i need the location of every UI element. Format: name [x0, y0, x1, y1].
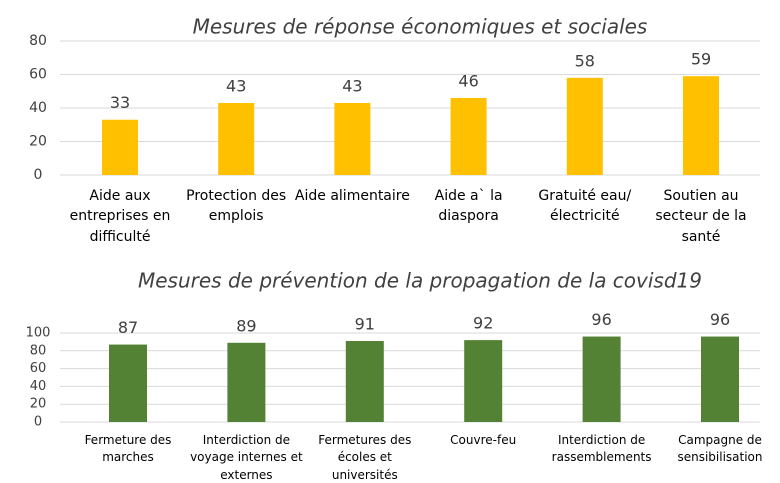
chart-title: Mesures de prévention de la propagation …	[138, 269, 702, 293]
y-tick-label: 40	[30, 379, 47, 394]
x-tick-label: Soutien au secteur de la santé	[655, 188, 747, 245]
y-tick-label: 80	[30, 343, 47, 358]
bar	[464, 340, 503, 422]
x-tick-label: Interdiction de voyage internes et exter…	[190, 433, 303, 482]
value-label: 59	[691, 50, 711, 69]
value-label: 46	[458, 71, 478, 90]
y-tick-label: 80	[29, 33, 47, 49]
bar	[701, 336, 739, 422]
chart-title: Mesures de réponse économiques et social…	[193, 15, 648, 39]
x-tick-label: Protection des emplois	[186, 188, 287, 225]
bar	[102, 119, 138, 175]
value-label: 96	[591, 310, 611, 329]
bar	[227, 342, 266, 422]
y-tick-label: 0	[34, 415, 42, 430]
bar	[566, 77, 603, 175]
value-label: 91	[355, 315, 375, 334]
x-tick-label: Fermeture des marches	[84, 433, 172, 465]
y-tick-label: 60	[30, 361, 47, 376]
bar	[334, 102, 371, 175]
bar	[450, 97, 487, 175]
value-label: 58	[575, 51, 595, 70]
y-tick-label: 60	[29, 67, 47, 83]
x-tick-label: Fermetures des écoles et universités	[318, 433, 412, 482]
bar	[345, 341, 384, 422]
y-tick-label: 20	[30, 397, 47, 412]
x-tick-label: Aide alimentaire	[294, 188, 410, 204]
bar	[109, 344, 147, 422]
value-label: 92	[473, 314, 493, 333]
bar	[582, 336, 621, 422]
x-tick-label: Campagne de sensibilisation	[677, 433, 763, 465]
value-label: 87	[118, 318, 138, 337]
x-tick-label: Gratuité eau/électricité	[538, 188, 632, 225]
x-tick-label: Interdiction de rassemblements	[551, 433, 652, 465]
value-label: 33	[110, 93, 130, 112]
value-label: 96	[710, 310, 730, 329]
bar	[218, 102, 255, 175]
x-tick-label: Couvre-feu	[450, 433, 517, 447]
bar	[683, 76, 719, 175]
y-tick-label: 0	[34, 167, 43, 183]
x-tick-label: Aide aux entreprises en difficulté	[69, 188, 171, 245]
y-tick-label: 20	[29, 134, 47, 150]
value-label: 43	[342, 76, 362, 95]
x-tick-label: Aide a` la diaspora	[434, 188, 503, 225]
value-label: 89	[236, 316, 256, 335]
value-label: 43	[226, 76, 246, 95]
y-tick-label: 40	[29, 100, 47, 116]
y-tick-label: 100	[26, 326, 51, 341]
